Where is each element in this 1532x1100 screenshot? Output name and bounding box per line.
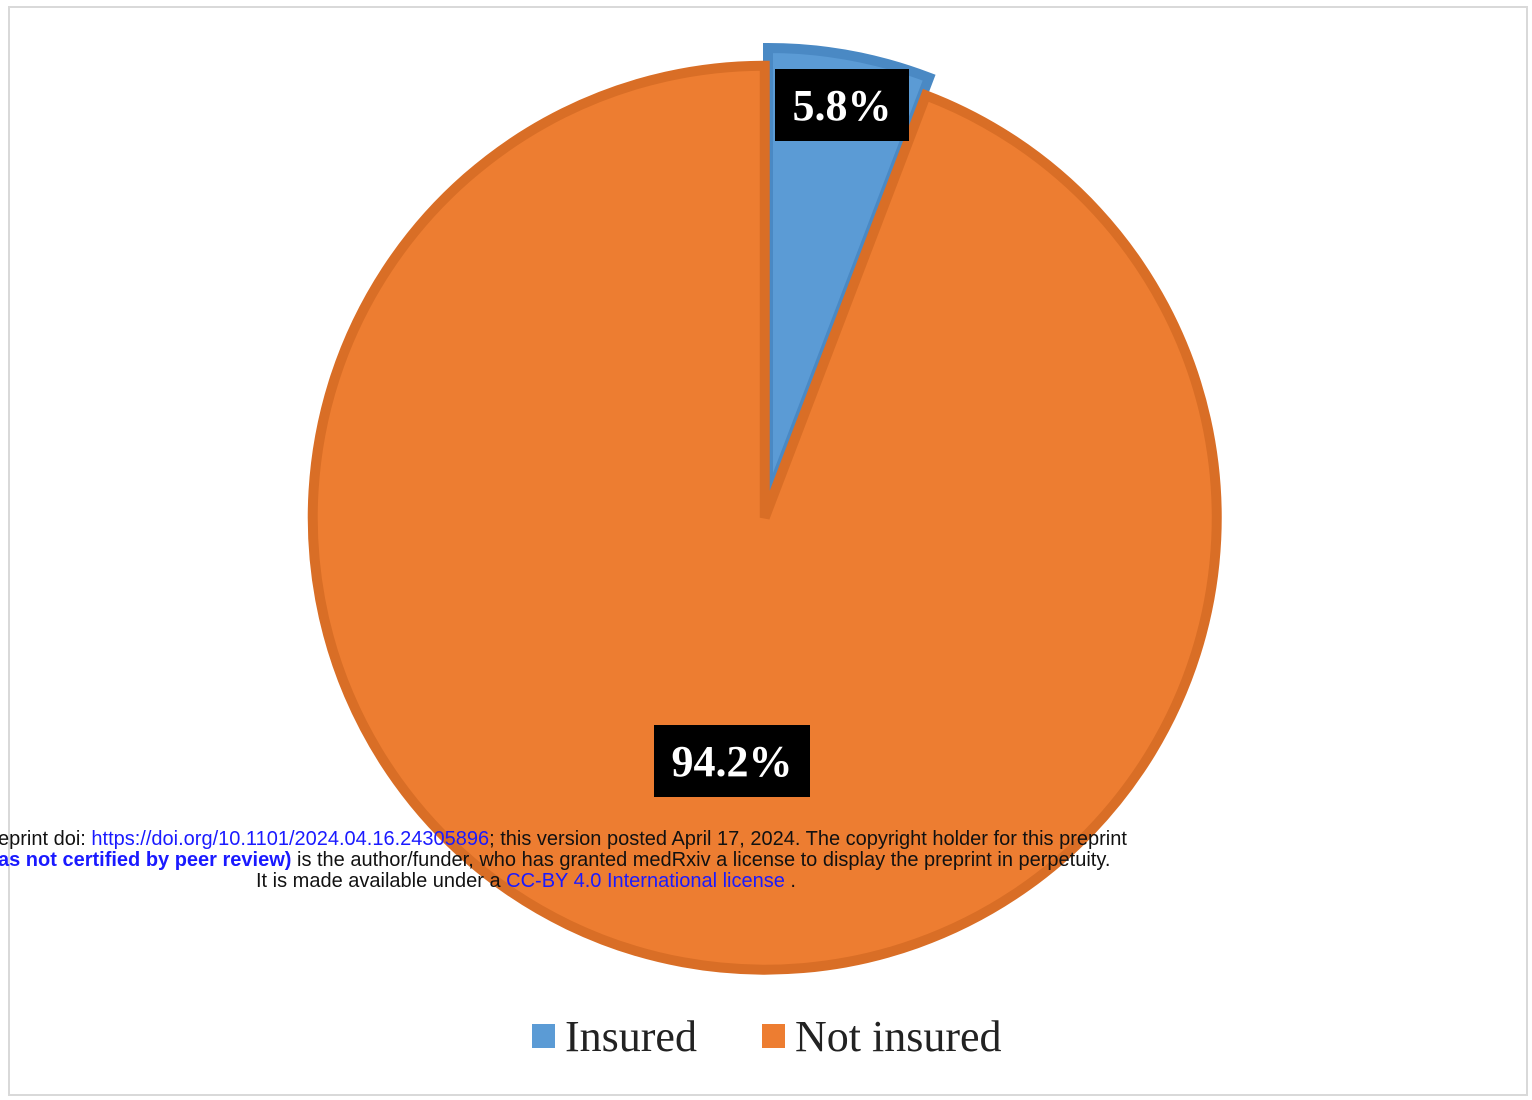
legend: Insured Not insured xyxy=(532,1012,1002,1061)
cc-by-license-link[interactable]: CC-BY 4.0 International license xyxy=(506,870,785,892)
data-label-box xyxy=(654,725,810,797)
data-label-box xyxy=(775,69,909,141)
figure-frame xyxy=(8,6,1528,1096)
legend-item-insured: Insured xyxy=(532,1012,697,1061)
data-label-text: 5.8% xyxy=(793,81,892,130)
data-labels-layer: 5.8% 94.2% xyxy=(654,69,909,797)
watermark-line-1: eprint doi: https://doi.org/10.1101/2024… xyxy=(0,829,1127,850)
legend-swatch-insured xyxy=(532,1024,555,1048)
watermark-available-text: It is made available under a xyxy=(256,870,507,892)
watermark-doi-prefix: eprint doi: xyxy=(0,828,92,850)
doi-link[interactable]: https://doi.org/10.1101/2024.04.16.24305… xyxy=(91,828,490,850)
data-label-insured: 5.8% xyxy=(775,69,909,141)
legend-label-not-insured: Not insured xyxy=(795,1012,1002,1061)
watermark-line-2: as not certified by peer review) is the … xyxy=(0,850,1110,871)
data-label-not-insured: 94.2% xyxy=(654,725,810,797)
watermark-period: . xyxy=(784,870,796,892)
peer-review-link[interactable]: as not certified by peer review) xyxy=(0,849,292,871)
legend-item-not-insured: Not insured xyxy=(762,1012,1002,1061)
watermark-posted-text: ; this version posted April 17, 2024. Th… xyxy=(489,828,1127,850)
pie-slice-not-insured xyxy=(307,60,1222,975)
data-label-text: 94.2% xyxy=(672,737,793,786)
pie-slice-insured xyxy=(763,42,936,502)
watermark-license-text: is the author/funder, who has granted me… xyxy=(291,849,1111,871)
legend-label-insured: Insured xyxy=(565,1012,697,1061)
legend-swatch-not-insured xyxy=(762,1024,785,1048)
slices-layer xyxy=(307,42,1222,975)
watermark-line-3: It is made available under a CC-BY 4.0 I… xyxy=(256,871,796,892)
